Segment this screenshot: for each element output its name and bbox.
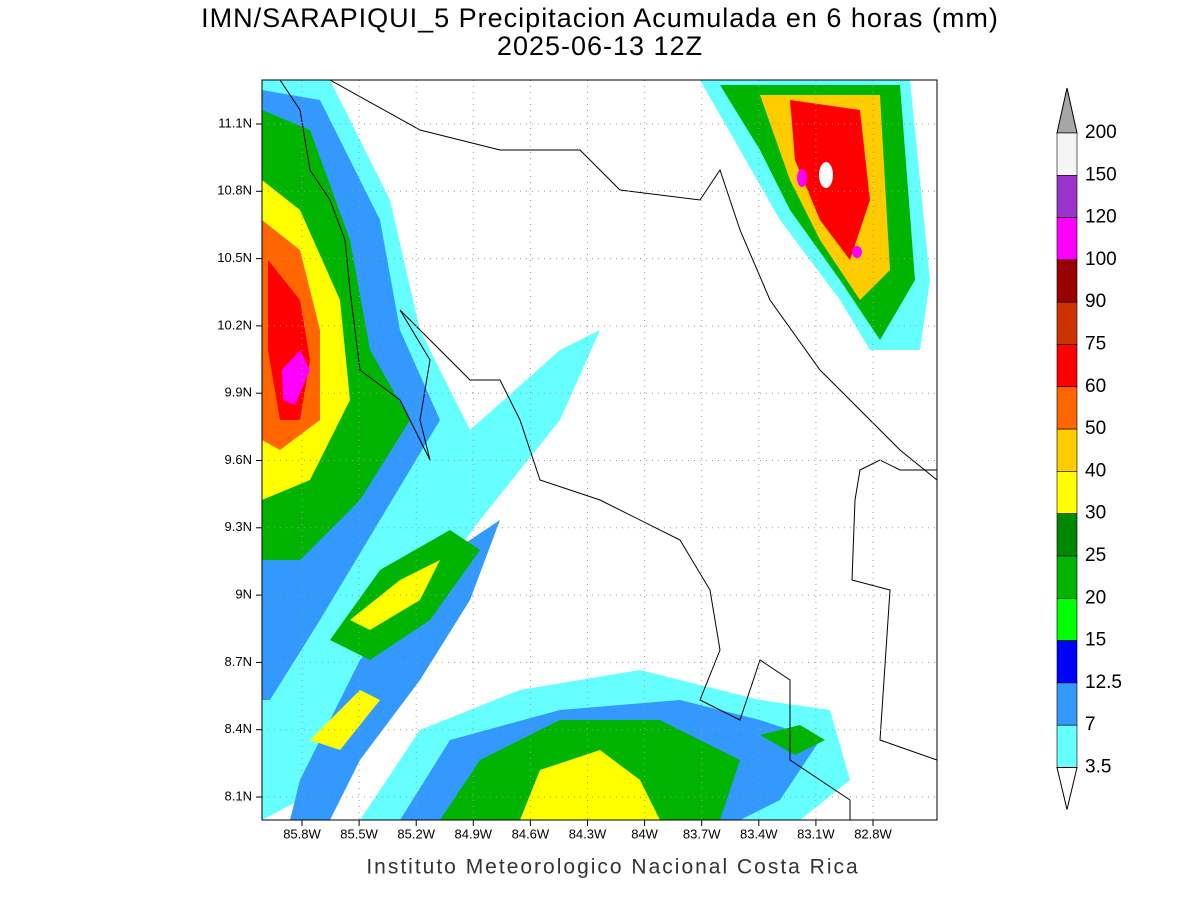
title: IMN/SARAPIQUI_5 Precipitacion Acumulada … (201, 3, 999, 33)
colorbar-label: 30 (1085, 503, 1106, 524)
colorbar-swatch (1056, 301, 1078, 345)
colorbar-swatch (1056, 259, 1078, 303)
lon-label: 83.7W (683, 826, 721, 841)
lon-label: 84.3W (569, 826, 607, 841)
colorbar-under (1056, 767, 1078, 810)
lat-label: 10.5N (217, 250, 252, 265)
colorbar-swatch (1056, 555, 1078, 599)
colorbar-label: 200 (1085, 122, 1117, 143)
colorbar-label: 15 (1085, 630, 1106, 651)
colorbar-label: 3.5 (1085, 757, 1111, 778)
colorbar-swatch (1056, 344, 1078, 388)
lon-label: 85.5W (340, 826, 378, 841)
colorbar-over (1056, 87, 1078, 134)
colorbar-swatch (1056, 724, 1078, 768)
colorbar-swatch (1056, 386, 1078, 430)
colorbar-label: 100 (1085, 249, 1117, 270)
colorbar-label: 12.5 (1085, 672, 1122, 693)
colorbar-label: 150 (1085, 164, 1117, 185)
colorbar-label: 25 (1085, 545, 1106, 566)
precipitation-field (262, 80, 937, 820)
colorbar-swatch (1056, 682, 1078, 726)
colorbar-label: 20 (1085, 587, 1106, 608)
lon-label: 83.1W (797, 826, 835, 841)
colorbar-label: 60 (1085, 376, 1106, 397)
colorbar-swatch (1056, 175, 1078, 218)
lon-label: 82.8W (854, 826, 892, 841)
lat-label: 10.8N (217, 183, 252, 198)
lat-label: 10.2N (217, 317, 252, 332)
colorbar-swatch (1056, 471, 1078, 514)
colorbar-swatch (1056, 640, 1078, 684)
colorbar-label: 40 (1085, 460, 1106, 481)
colorbar: 200 150 120 100 90 75 60 50 40 30 25 20 15 12.5 7 3.5 (1056, 87, 1122, 810)
colorbar-swatch (1056, 428, 1078, 472)
lat-label: 11.1N (218, 115, 252, 130)
colorbar-swatch (1056, 597, 1078, 641)
lon-label: 84W (631, 826, 658, 841)
colorbar-swatch (1056, 132, 1078, 176)
lat-label: 9.3N (225, 519, 252, 534)
lon-label: 83.4W (740, 826, 778, 841)
subtitle: 2025-06-13 12Z (497, 31, 703, 61)
lat-label: 9.9N (225, 385, 252, 400)
lon-label: 84.9W (455, 826, 493, 841)
colorbar-label: 50 (1085, 418, 1106, 439)
colorbar-swatch (1056, 217, 1078, 261)
colorbar-label: 120 (1085, 207, 1117, 228)
lon-label: 84.6W (512, 826, 550, 841)
lat-label: 8.1N (225, 788, 252, 803)
map-frame (261, 79, 938, 821)
colorbar-label: 75 (1085, 334, 1106, 355)
credit: Instituto Meteorologico Nacional Costa R… (366, 856, 859, 879)
lat-label: 8.4N (225, 721, 252, 736)
lat-label: 8.7N (225, 654, 252, 669)
lat-label: 9N (235, 587, 252, 602)
colorbar-label: 7 (1085, 714, 1096, 735)
colorbar-swatch (1056, 513, 1078, 557)
lon-label: 85.8W (283, 826, 321, 841)
lon-label: 85.2W (397, 826, 435, 841)
colorbar-label: 90 (1085, 291, 1106, 312)
graticule: 11.1N 10.8N 10.5N 10.2N 9.9N 9.6N 9.3N 9N 8.7N 8.… (217, 80, 937, 841)
lat-label: 9.6N (225, 452, 252, 467)
